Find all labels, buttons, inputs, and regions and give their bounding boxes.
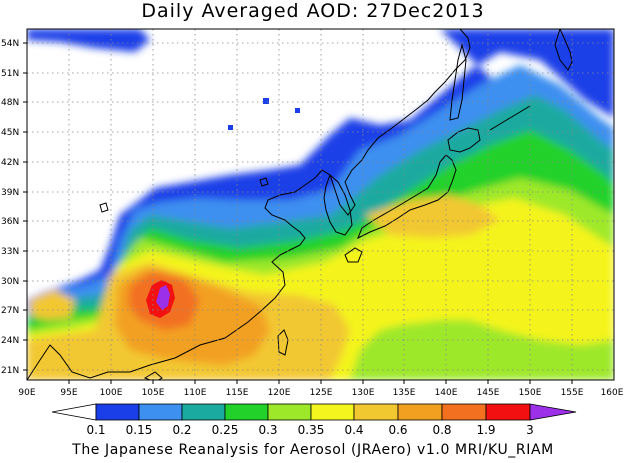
colorbar-swatch xyxy=(95,403,140,421)
lat-label: 30N xyxy=(1,277,19,287)
colorbar-swatch xyxy=(181,403,226,421)
lat-label: 33N xyxy=(1,247,19,257)
lat-label: 21N xyxy=(1,366,19,376)
colorbar-label: 1.9 xyxy=(476,423,495,437)
colorbar-swatch xyxy=(485,403,531,421)
lon-label: 160E xyxy=(601,388,624,398)
colorbar-label: 0.3 xyxy=(258,423,277,437)
colorbar-labels: 0.1 0.15 0.2 0.25 0.3 0.35 0.4 0.6 0.8 1… xyxy=(86,423,533,437)
gridlines xyxy=(27,29,614,380)
lon-labels: 90E 95E 100E 105E 110E 115E 120E 125E 13… xyxy=(18,388,623,398)
colorbar-swatch xyxy=(397,403,443,421)
lon-label: 135E xyxy=(393,388,416,398)
lat-label: 48N xyxy=(1,98,19,108)
lat-label: 54N xyxy=(1,39,19,49)
lon-label: 140E xyxy=(435,388,458,398)
aod-field xyxy=(27,29,614,380)
colorbar-swatch xyxy=(224,403,269,421)
colorbar-swatch xyxy=(267,403,312,421)
colorbar-label: 0.4 xyxy=(344,423,363,437)
lat-label: 24N xyxy=(1,336,19,346)
colorbar-swatch xyxy=(138,403,183,421)
colorbar-swatch xyxy=(51,403,97,421)
lon-label: 95E xyxy=(60,388,77,398)
lon-label: 90E xyxy=(18,388,35,398)
colorbar-label: 0.15 xyxy=(126,423,153,437)
lat-label: 27N xyxy=(1,306,19,316)
colorbar-swatch xyxy=(353,403,399,421)
colorbar-label: 0.35 xyxy=(298,423,325,437)
colorbar-swatch xyxy=(441,403,487,421)
lat-label: 51N xyxy=(1,69,19,79)
lon-label: 105E xyxy=(142,388,165,398)
colorbar-swatch xyxy=(310,403,355,421)
lon-label: 110E xyxy=(184,388,207,398)
lon-label: 120E xyxy=(268,388,291,398)
colorbar xyxy=(51,403,577,421)
lat-label: 45N xyxy=(1,128,19,138)
lat-label: 36N xyxy=(1,217,19,227)
map-title: Daily Averaged AOD: 27Dec2013 xyxy=(141,0,485,22)
tick-marks xyxy=(23,42,573,384)
colorbar-label: 3 xyxy=(526,423,534,437)
lon-label: 130E xyxy=(352,388,375,398)
lat-label: 39N xyxy=(1,188,19,198)
colorbar-swatch xyxy=(529,403,577,421)
colorbar-label: 0.1 xyxy=(86,423,105,437)
colorbar-label: 0.2 xyxy=(172,423,191,437)
lon-label: 145E xyxy=(477,388,500,398)
lon-label: 100E xyxy=(100,388,123,398)
lat-label: 42N xyxy=(1,158,19,168)
colorbar-label: 0.6 xyxy=(388,423,407,437)
colorbar-label: 0.25 xyxy=(212,423,239,437)
lon-label: 115E xyxy=(226,388,249,398)
lat-labels: 21N 24N 27N 30N 33N 36N 39N 42N 45N 48N … xyxy=(1,39,19,376)
lon-label: 125E xyxy=(310,388,333,398)
footer-credit: The Japanese Reanalysis for Aerosol (JRA… xyxy=(72,442,554,458)
colorbar-label: 0.8 xyxy=(432,423,451,437)
lon-label: 150E xyxy=(519,388,542,398)
lon-label: 155E xyxy=(561,388,584,398)
